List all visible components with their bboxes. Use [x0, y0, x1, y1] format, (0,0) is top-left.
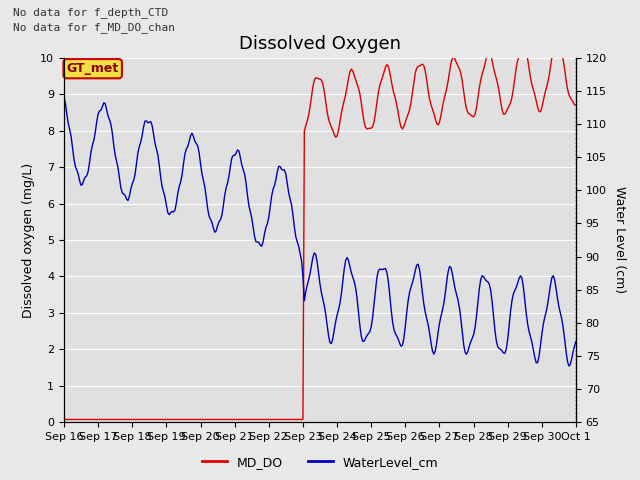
Title: Dissolved Oxygen: Dissolved Oxygen [239, 35, 401, 53]
Text: No data for f_depth_CTD: No data for f_depth_CTD [13, 7, 168, 18]
Y-axis label: Dissolved oxygen (mg/L): Dissolved oxygen (mg/L) [22, 162, 35, 318]
Text: No data for f_MD_DO_chan: No data for f_MD_DO_chan [13, 22, 175, 33]
Legend: MD_DO, WaterLevel_cm: MD_DO, WaterLevel_cm [196, 451, 444, 474]
Text: GT_met: GT_met [67, 62, 119, 75]
Y-axis label: Water Level (cm): Water Level (cm) [613, 186, 627, 294]
